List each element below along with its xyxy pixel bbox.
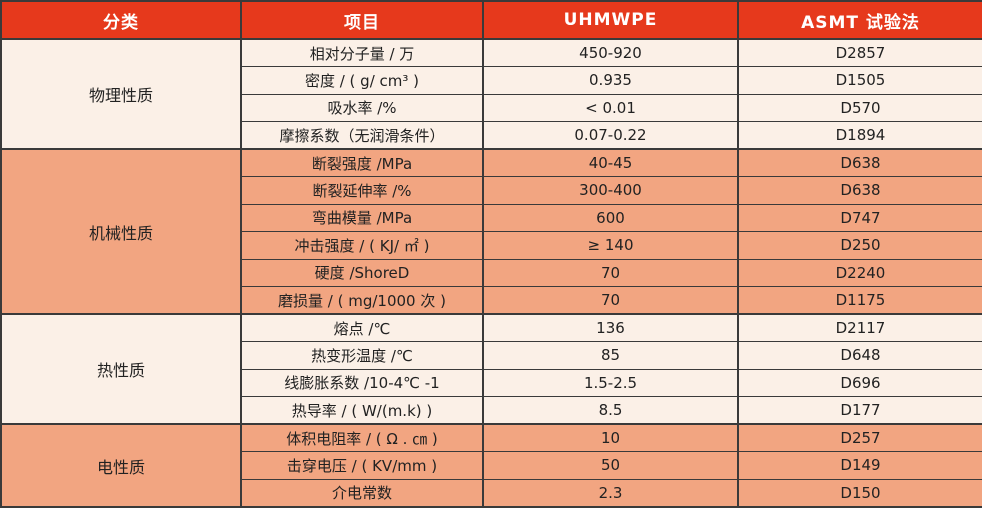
item-cell: 冲击强度 / ( KJ/ ㎡ ) xyxy=(240,231,484,260)
item-cell: 击穿电压 / ( KV/mm ) xyxy=(240,451,484,480)
uhmwpe-value-cell: 450-920 xyxy=(482,38,739,68)
astm-method-cell: D257 xyxy=(737,423,982,453)
uhmwpe-value-cell: 600 xyxy=(482,203,739,233)
item-cell: 热变形温度 /℃ xyxy=(240,341,484,370)
table-row: 击穿电压 / ( KV/mm ) 50 D149 xyxy=(1,451,982,480)
uhmwpe-value-cell: 50 xyxy=(482,451,739,480)
table-row: 热变形温度 /℃ 85 D648 xyxy=(1,341,982,370)
table-row: 磨损量 / ( mg/1000 次 ) 70 D1175 xyxy=(1,286,982,315)
item-cell: 弯曲模量 /MPa xyxy=(240,203,484,233)
item-cell: 磨损量 / ( mg/1000 次 ) xyxy=(240,286,484,315)
astm-method-cell: D250 xyxy=(737,231,982,260)
category-cell: 电性质 xyxy=(0,423,242,508)
uhmwpe-value-cell: 0.07-0.22 xyxy=(482,121,739,150)
item-cell: 线膨胀系数 /10-4℃ -1 xyxy=(240,368,484,398)
astm-method-cell: D638 xyxy=(737,148,982,178)
uhmwpe-value-cell: 10 xyxy=(482,423,739,453)
uhmwpe-value-cell: 2.3 xyxy=(482,478,739,508)
uhmwpe-value-cell: 1.5-2.5 xyxy=(482,368,739,398)
table-header: 分类 项目 UHMWPE ASMT 试验法 xyxy=(0,0,982,40)
uhmwpe-value-cell: 85 xyxy=(482,341,739,370)
header-item: 项目 xyxy=(240,0,484,40)
item-cell: 体积电阻率 / ( Ω . ㎝ ) xyxy=(240,423,484,453)
table-row: 密度 / ( g/ cm³ ) 0.935 D1505 xyxy=(1,66,982,95)
uhmwpe-value-cell: 0.935 xyxy=(482,66,739,95)
uhmwpe-value-cell: 70 xyxy=(482,286,739,315)
astm-method-cell: D1894 xyxy=(737,121,982,150)
category-cell: 热性质 xyxy=(0,313,242,425)
item-cell: 断裂强度 /MPa xyxy=(240,148,484,178)
item-cell: 断裂延伸率 /% xyxy=(240,176,484,205)
uhmwpe-value-cell: 40-45 xyxy=(482,148,739,178)
astm-method-cell: D2240 xyxy=(737,258,982,288)
astm-method-cell: D1505 xyxy=(737,66,982,95)
table-row: 热性质 熔点 /℃ 136 D2117 xyxy=(0,313,982,425)
category-cell: 物理性质 xyxy=(0,37,242,150)
item-cell: 硬度 /ShoreD xyxy=(240,258,484,288)
table-row: 机械性质 断裂强度 /MPa 40-45 D638 xyxy=(0,148,982,315)
astm-method-cell: D149 xyxy=(737,451,982,480)
uhmwpe-value-cell: ≥ 140 xyxy=(482,231,739,260)
astm-method-cell: D2117 xyxy=(737,313,982,343)
astm-method-cell: D1175 xyxy=(737,286,982,315)
item-cell: 介电常数 xyxy=(240,478,484,508)
astm-method-cell: D648 xyxy=(737,341,982,370)
table-row: 线膨胀系数 /10-4℃ -1 1.5-2.5 D696 xyxy=(1,368,982,398)
uhmwpe-value-cell: < 0.01 xyxy=(482,93,739,123)
item-cell: 热导率 / ( W/(m.k) ) xyxy=(240,396,484,425)
item-cell: 吸水率 /% xyxy=(240,93,484,123)
header-uhmwpe: UHMWPE xyxy=(482,0,739,40)
table-row: 硬度 /ShoreD 70 D2240 xyxy=(1,258,982,288)
astm-method-cell: D747 xyxy=(737,203,982,233)
uhmwpe-value-cell: 8.5 xyxy=(482,396,739,425)
table-row: 物理性质 相对分子量 / 万 450-920 D2857 xyxy=(0,37,982,150)
table-row: 热导率 / ( W/(m.k) ) 8.5 D177 xyxy=(1,396,982,425)
table-row: 断裂延伸率 /% 300-400 D638 xyxy=(1,176,982,205)
header-astm-method: ASMT 试验法 xyxy=(737,0,982,40)
item-cell: 密度 / ( g/ cm³ ) xyxy=(240,66,484,95)
item-cell: 摩擦系数（无润滑条件） xyxy=(240,121,484,150)
astm-method-cell: D177 xyxy=(737,396,982,425)
table-row: 冲击强度 / ( KJ/ ㎡ ) ≥ 140 D250 xyxy=(1,231,982,260)
table-row: 电性质 体积电阻率 / ( Ω . ㎝ ) 10 D257 xyxy=(0,423,982,508)
astm-method-cell: D570 xyxy=(737,93,982,123)
category-cell: 机械性质 xyxy=(0,148,242,315)
uhmwpe-value-cell: 70 xyxy=(482,258,739,288)
table-row: 摩擦系数（无润滑条件） 0.07-0.22 D1894 xyxy=(1,121,982,150)
uhmwpe-value-cell: 300-400 xyxy=(482,176,739,205)
table-row: 介电常数 2.3 D150 xyxy=(1,478,982,508)
item-cell: 熔点 /℃ xyxy=(240,313,484,343)
uhmwpe-value-cell: 136 xyxy=(482,313,739,343)
table-body: 物理性质 相对分子量 / 万 450-920 D2857 密度 / ( g/ cm³ )… xyxy=(0,37,982,508)
astm-method-cell: D2857 xyxy=(737,38,982,68)
table-row: 吸水率 /% < 0.01 D570 xyxy=(1,93,982,123)
astm-method-cell: D150 xyxy=(737,478,982,508)
astm-method-cell: D638 xyxy=(737,176,982,205)
item-cell: 相对分子量 / 万 xyxy=(240,38,484,68)
header-category: 分类 xyxy=(0,0,242,40)
header-row: 分类 项目 UHMWPE ASMT 试验法 xyxy=(0,0,982,40)
astm-method-cell: D696 xyxy=(737,368,982,398)
